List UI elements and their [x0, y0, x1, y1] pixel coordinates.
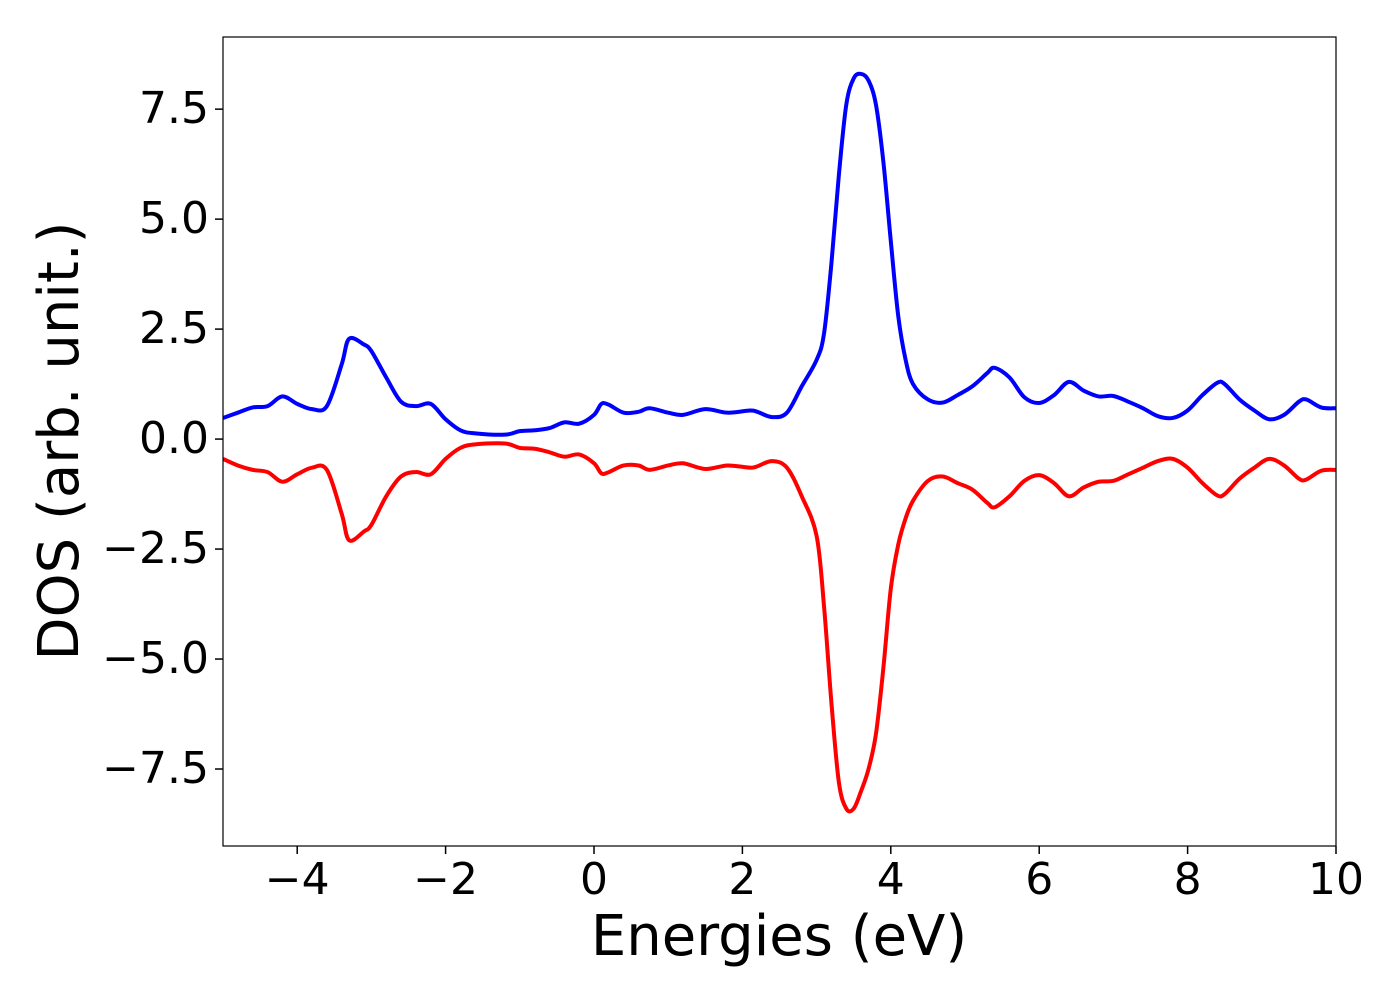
y-axis-label: DOS (arb. unit.) — [27, 221, 92, 660]
x-tick-label: 10 — [1308, 854, 1364, 905]
x-tick-label: −4 — [265, 854, 330, 905]
x-tick-label: 0 — [580, 854, 608, 905]
x-tick-label: −2 — [413, 854, 478, 905]
x-tick-label: 6 — [1025, 854, 1053, 905]
y-tick-label: −7.5 — [102, 743, 209, 794]
line-series — [223, 71, 1336, 437]
y-tick-label: 5.0 — [139, 193, 209, 244]
y-tick-label: 0.0 — [139, 413, 209, 464]
line-series — [223, 441, 1336, 814]
plot-frame — [222, 36, 1337, 847]
y-tick-label: −2.5 — [102, 523, 209, 574]
x-axis-label: Energies (eV) — [591, 904, 967, 969]
x-tick-label: 8 — [1174, 854, 1202, 905]
x-tick-label: 2 — [728, 854, 756, 905]
x-tick-label: 4 — [877, 854, 905, 905]
y-tick-label: 2.5 — [139, 303, 209, 354]
y-tick-label: 7.5 — [139, 83, 209, 134]
y-tick-label: −5.0 — [102, 633, 209, 684]
